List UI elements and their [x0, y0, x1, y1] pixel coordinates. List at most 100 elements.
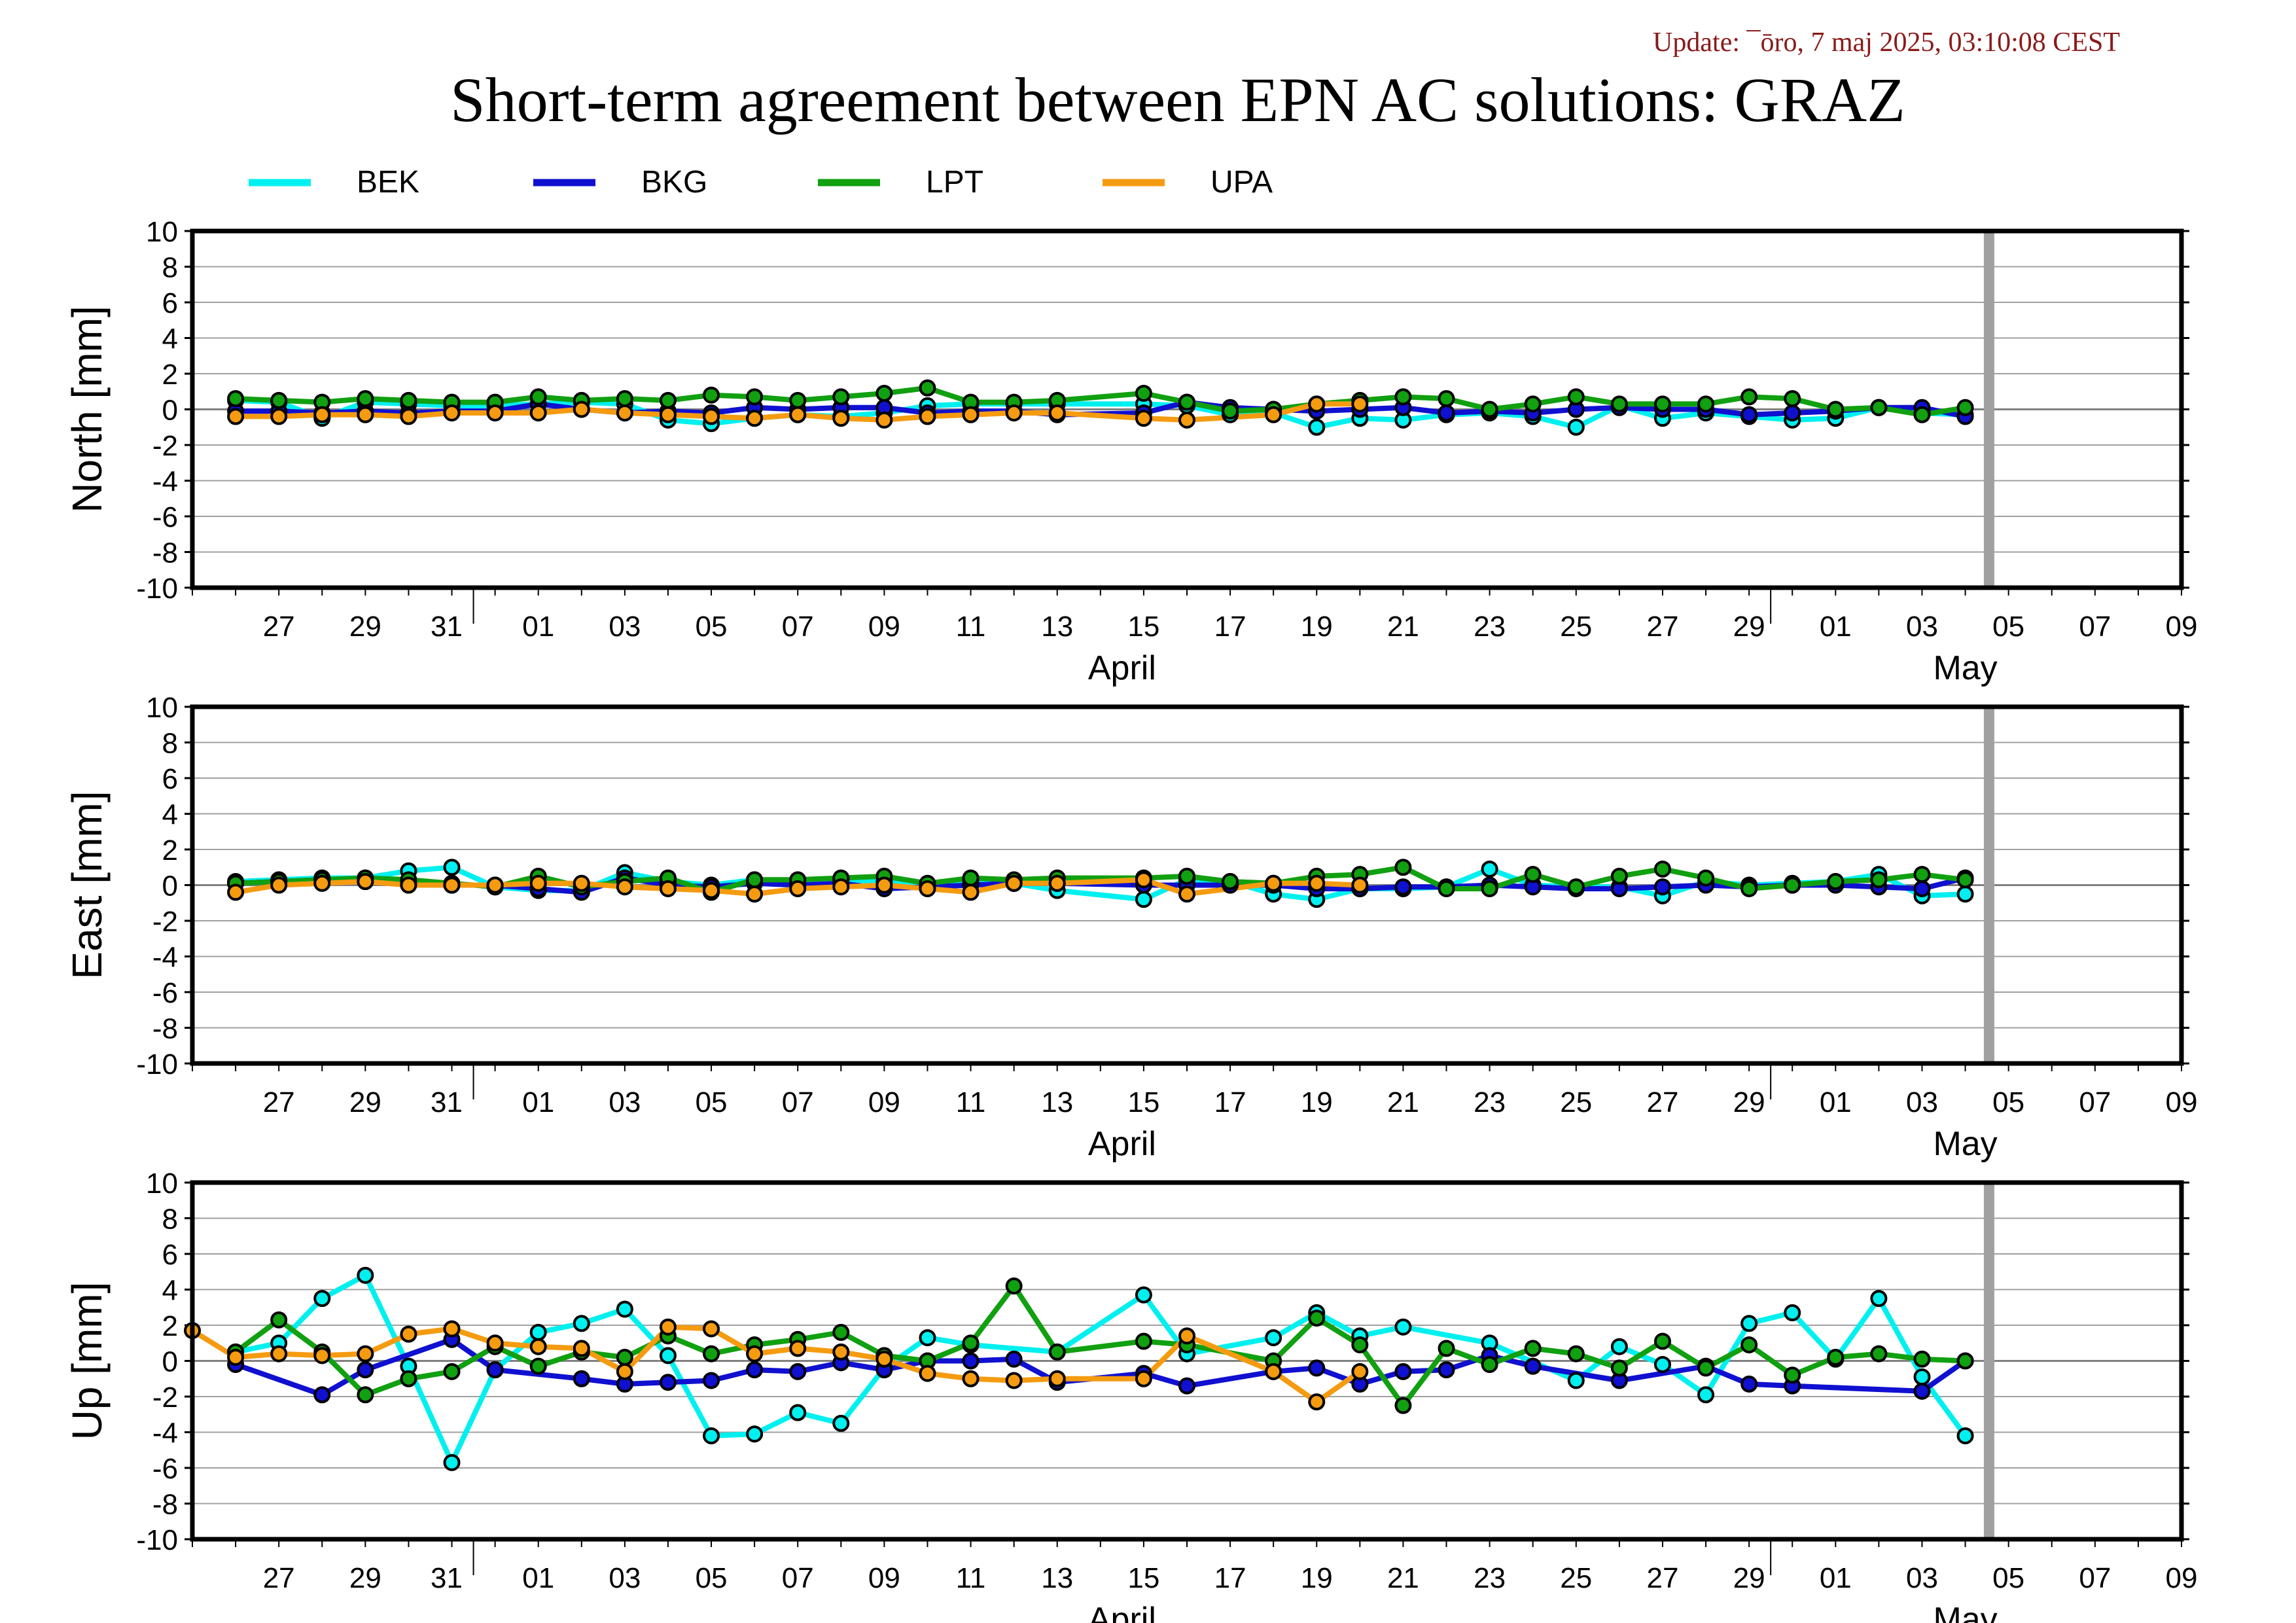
point-upa — [832, 410, 850, 427]
y-tick-label: -10 — [136, 1048, 178, 1080]
x-tick-label: 17 — [1214, 611, 1246, 643]
point-upa — [1178, 885, 1195, 903]
point-upa — [400, 876, 417, 894]
point-upa — [227, 408, 245, 425]
point-lpt — [1697, 1359, 1715, 1377]
point-lpt — [746, 388, 764, 406]
point-lpt — [1697, 869, 1715, 887]
x-tick-label: 09 — [868, 1562, 900, 1594]
point-upa — [1135, 410, 1152, 427]
point-bkg — [1784, 404, 1801, 421]
point-upa — [1265, 406, 1282, 423]
point-bek — [919, 1329, 936, 1347]
point-bkg — [1005, 1350, 1023, 1368]
x-tick-label: 31 — [431, 611, 463, 643]
y-tick-label: 6 — [162, 1239, 178, 1271]
x-tick-label: 01 — [522, 611, 554, 643]
point-upa — [227, 883, 245, 901]
point-bkg — [1394, 878, 1412, 896]
x-tick-label: 29 — [349, 1086, 381, 1118]
point-lpt — [270, 1311, 288, 1329]
x-tick-label: 29 — [1733, 1562, 1765, 1594]
y-tick-label: -10 — [136, 573, 178, 605]
point-bkg — [962, 1352, 980, 1370]
x-tick-label: 01 — [1820, 611, 1852, 643]
point-lpt — [1827, 873, 1845, 891]
y-tick-label: -10 — [136, 1524, 178, 1556]
month-label: May — [1933, 1125, 1997, 1163]
x-tick-label: 05 — [696, 1086, 728, 1118]
point-upa — [1308, 874, 1326, 892]
point-bek — [703, 1427, 720, 1444]
point-bek — [1481, 860, 1498, 878]
point-lpt — [1308, 1310, 1326, 1327]
plot-frame — [190, 1180, 2184, 1542]
panel-north: 10 86 4 2 0-2 -4-6 -8 -10 27 29 31 01 03 05 07 09 11 13 15… — [63, 216, 2197, 687]
point-upa — [703, 408, 720, 425]
x-tick-label: 19 — [1301, 611, 1333, 643]
panel-up: 10 86 42 0 -2 -4-6 -8-10 27 29 31 01 03 05 07 09 11 13 15… — [63, 1168, 2197, 1623]
x-tick-label: 13 — [1041, 1086, 1073, 1118]
y-tick-label: -2 — [152, 1382, 178, 1414]
y-tick-label: 0 — [162, 1346, 178, 1378]
x-tick-label: 27 — [1646, 1086, 1678, 1118]
point-upa — [616, 878, 633, 896]
point-bkg — [486, 1361, 504, 1379]
point-lpt — [270, 391, 288, 409]
point-lpt — [1178, 393, 1195, 411]
x-tick-label: 13 — [1041, 611, 1073, 643]
x-tick-label: 25 — [1560, 1086, 1592, 1118]
point-upa — [270, 876, 288, 894]
point-bkg — [746, 1361, 764, 1379]
point-bkg — [573, 1370, 590, 1387]
point-bkg — [1913, 880, 1931, 897]
point-lpt — [400, 391, 417, 409]
point-bkg — [1913, 1382, 1931, 1400]
point-lpt — [1784, 390, 1801, 408]
x-tick-label: 17 — [1214, 1562, 1246, 1594]
point-lpt — [1524, 395, 1542, 413]
point-lpt — [1610, 1359, 1628, 1377]
point-upa — [1351, 1363, 1369, 1380]
y-tick-label: -8 — [152, 1489, 178, 1521]
point-lpt — [1394, 388, 1412, 406]
point-upa — [919, 408, 936, 425]
chart-title: Short-term agreement between EPN AC solu… — [450, 65, 1905, 135]
point-bek — [1394, 1318, 1412, 1336]
point-upa — [1135, 1370, 1152, 1387]
x-tick-label: 07 — [782, 1562, 814, 1594]
y-tick-label: -6 — [152, 501, 178, 533]
point-lpt — [1913, 866, 1931, 883]
y-tick-label: 0 — [162, 870, 178, 902]
x-tick-label: 01 — [1820, 1562, 1852, 1594]
point-bek — [1265, 1329, 1282, 1347]
point-lpt — [1222, 402, 1239, 420]
x-tick-label: 25 — [1560, 1562, 1592, 1594]
point-upa — [703, 1320, 720, 1338]
point-upa — [1048, 1370, 1066, 1387]
point-upa — [789, 880, 807, 897]
point-lpt — [1870, 871, 1888, 889]
point-bkg — [1740, 1375, 1758, 1393]
x-tick-label: 07 — [2079, 1086, 2111, 1118]
x-tick-label: 05 — [696, 1562, 728, 1594]
y-axis-label: East [mm] — [63, 791, 111, 979]
month-label: May — [1933, 1601, 1997, 1623]
point-bek — [1135, 1286, 1152, 1304]
point-lpt — [1567, 878, 1585, 896]
y-tick-label: -8 — [152, 537, 178, 569]
x-tick-label: 09 — [2166, 1086, 2198, 1118]
point-lpt — [1048, 1343, 1066, 1361]
point-lpt — [789, 391, 807, 409]
legend-label: LPT — [926, 165, 983, 200]
x-tick-label: 03 — [609, 1562, 641, 1594]
x-tick-label: 09 — [868, 1086, 900, 1118]
point-bkg — [659, 1374, 677, 1391]
point-lpt — [1438, 880, 1455, 897]
point-upa — [227, 1349, 245, 1366]
month-label: April — [1088, 649, 1156, 687]
point-bkg — [1524, 1357, 1542, 1375]
point-lpt — [1740, 880, 1758, 897]
point-lpt — [357, 390, 374, 408]
point-upa — [529, 874, 547, 892]
